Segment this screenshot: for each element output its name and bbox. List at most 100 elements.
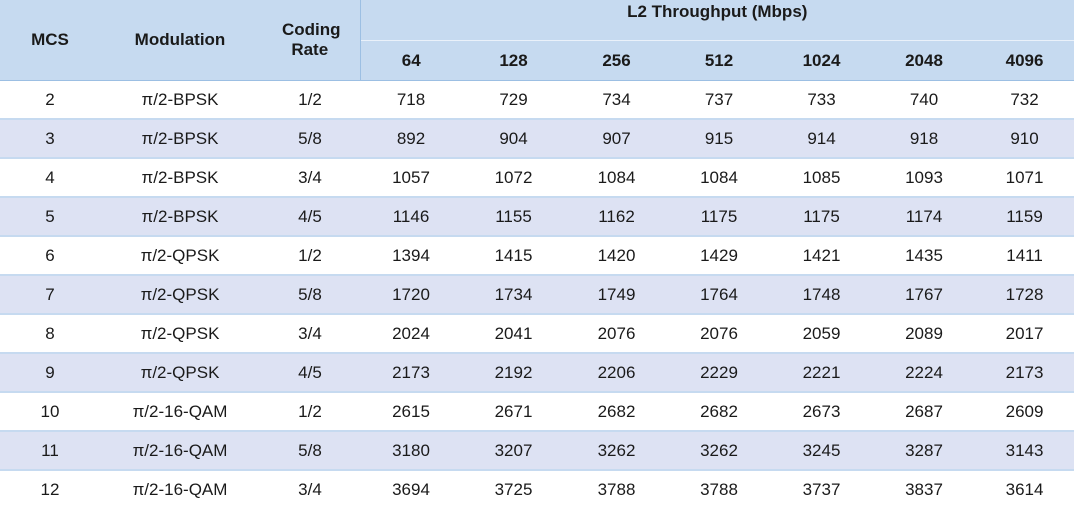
- table-cell: 3614: [975, 470, 1074, 506]
- table-cell: 1084: [668, 158, 770, 198]
- table-cell: 1429: [668, 236, 770, 276]
- table-cell: 3/4: [260, 470, 360, 506]
- table-cell: 1764: [668, 275, 770, 315]
- table-cell: 1720: [360, 275, 462, 315]
- table-cell: 892: [360, 119, 462, 159]
- table-cell: 2687: [873, 392, 975, 432]
- table-cell: 2041: [462, 314, 565, 354]
- table-cell: 10: [0, 392, 100, 432]
- table-cell: 1175: [770, 197, 873, 237]
- table-cell: 732: [975, 80, 1074, 120]
- table-cell: 2224: [873, 353, 975, 393]
- table-cell: 3245: [770, 431, 873, 471]
- header-cell: 4096: [975, 40, 1074, 81]
- table-cell: 7: [0, 275, 100, 315]
- table-cell: 1411: [975, 236, 1074, 276]
- table-cell: π/2-QPSK: [100, 353, 260, 393]
- table-cell: 3788: [565, 470, 668, 506]
- table-cell: 1155: [462, 197, 565, 237]
- table-cell: 1435: [873, 236, 975, 276]
- table-cell: 2059: [770, 314, 873, 354]
- table-cell: 1415: [462, 236, 565, 276]
- table-header: MCS Modulation Coding Rate L2 Throughput…: [0, 0, 1074, 81]
- table-cell: 737: [668, 80, 770, 120]
- table-row: 11 π/2-16-QAM 5/8 3180 3207 3262 3262 3245 3287 3…: [0, 431, 1074, 471]
- table-cell: π/2-BPSK: [100, 119, 260, 159]
- table-row: 4 π/2-BPSK 3/4 1057 1072 1084 1084 1085 1093 1071: [0, 158, 1074, 198]
- table-cell: π/2-BPSK: [100, 158, 260, 198]
- table-cell: 2192: [462, 353, 565, 393]
- table-cell: 1057: [360, 158, 462, 198]
- table-cell: 8: [0, 314, 100, 354]
- table-cell: 2682: [565, 392, 668, 432]
- table-cell: 3/4: [260, 314, 360, 354]
- table-cell: 1734: [462, 275, 565, 315]
- table-cell: 734: [565, 80, 668, 120]
- table-cell: 2173: [360, 353, 462, 393]
- table-cell: 5/8: [260, 431, 360, 471]
- table-cell: 3207: [462, 431, 565, 471]
- table-cell: 3737: [770, 470, 873, 506]
- table-cell: 1/2: [260, 236, 360, 276]
- table-cell: 733: [770, 80, 873, 120]
- header-row: MCS Modulation Coding Rate L2 Throughput…: [0, 0, 1074, 81]
- table-cell: π/2-BPSK: [100, 80, 260, 120]
- table-cell: 1420: [565, 236, 668, 276]
- header-cell: 512: [668, 40, 770, 81]
- table-cell: 1175: [668, 197, 770, 237]
- table-cell: 3287: [873, 431, 975, 471]
- table-row: 9 π/2-QPSK 4/5 2173 2192 2206 2229 2221 2224 2173: [0, 353, 1074, 393]
- table-cell: 4/5: [260, 353, 360, 393]
- table-cell: 3837: [873, 470, 975, 506]
- table-cell: 12: [0, 470, 100, 506]
- header-cell: Modulation: [100, 0, 260, 81]
- header-cell: MCS: [0, 0, 100, 81]
- table-cell: 1748: [770, 275, 873, 315]
- table-cell: π/2-QPSK: [100, 314, 260, 354]
- table-row: 6 π/2-QPSK 1/2 1394 1415 1420 1429 1421 1435 1411: [0, 236, 1074, 276]
- table-cell: 915: [668, 119, 770, 159]
- table-cell: 3262: [668, 431, 770, 471]
- table-cell: 1071: [975, 158, 1074, 198]
- table-row: 2 π/2-BPSK 1/2 718 729 734 737 733 740 732: [0, 80, 1074, 120]
- table-cell: 3143: [975, 431, 1074, 471]
- table-cell: π/2-BPSK: [100, 197, 260, 237]
- table-cell: 3694: [360, 470, 462, 506]
- header-cell: 256: [565, 40, 668, 81]
- table-cell: 1093: [873, 158, 975, 198]
- table-cell: 2024: [360, 314, 462, 354]
- table-cell: 1421: [770, 236, 873, 276]
- table-cell: π/2-16-QAM: [100, 431, 260, 471]
- table-row: 8 π/2-QPSK 3/4 2024 2041 2076 2076 2059 2089 2017: [0, 314, 1074, 354]
- table-cell: 914: [770, 119, 873, 159]
- header-cell: 128: [462, 40, 565, 81]
- table-cell: 2076: [668, 314, 770, 354]
- table-row: 12 π/2-16-QAM 3/4 3694 3725 3788 3788 3737 3837 3…: [0, 470, 1074, 506]
- header-cell: 64: [359, 40, 462, 81]
- table-body: 2 π/2-BPSK 1/2 718 729 734 737 733 740 732 3 π/2-BP…: [0, 80, 1074, 506]
- table-cell: 1749: [565, 275, 668, 315]
- table-cell: 3180: [360, 431, 462, 471]
- table-cell: 1767: [873, 275, 975, 315]
- table-cell: 2671: [462, 392, 565, 432]
- table-cell: 718: [360, 80, 462, 120]
- table-cell: 5: [0, 197, 100, 237]
- table-cell: 1159: [975, 197, 1074, 237]
- table-cell: 1162: [565, 197, 668, 237]
- table-cell: 5/8: [260, 275, 360, 315]
- table-cell: 4: [0, 158, 100, 198]
- table-cell: 1084: [565, 158, 668, 198]
- table-cell: 2682: [668, 392, 770, 432]
- table-cell: 3725: [462, 470, 565, 506]
- table-cell: 2221: [770, 353, 873, 393]
- table-cell: 2076: [565, 314, 668, 354]
- table-cell: 740: [873, 80, 975, 120]
- table-cell: 1/2: [260, 392, 360, 432]
- table-cell: 2609: [975, 392, 1074, 432]
- table-cell: π/2-16-QAM: [100, 470, 260, 506]
- table-cell: 918: [873, 119, 975, 159]
- table-cell: 907: [565, 119, 668, 159]
- table-cell: 1/2: [260, 80, 360, 120]
- table-cell: 2173: [975, 353, 1074, 393]
